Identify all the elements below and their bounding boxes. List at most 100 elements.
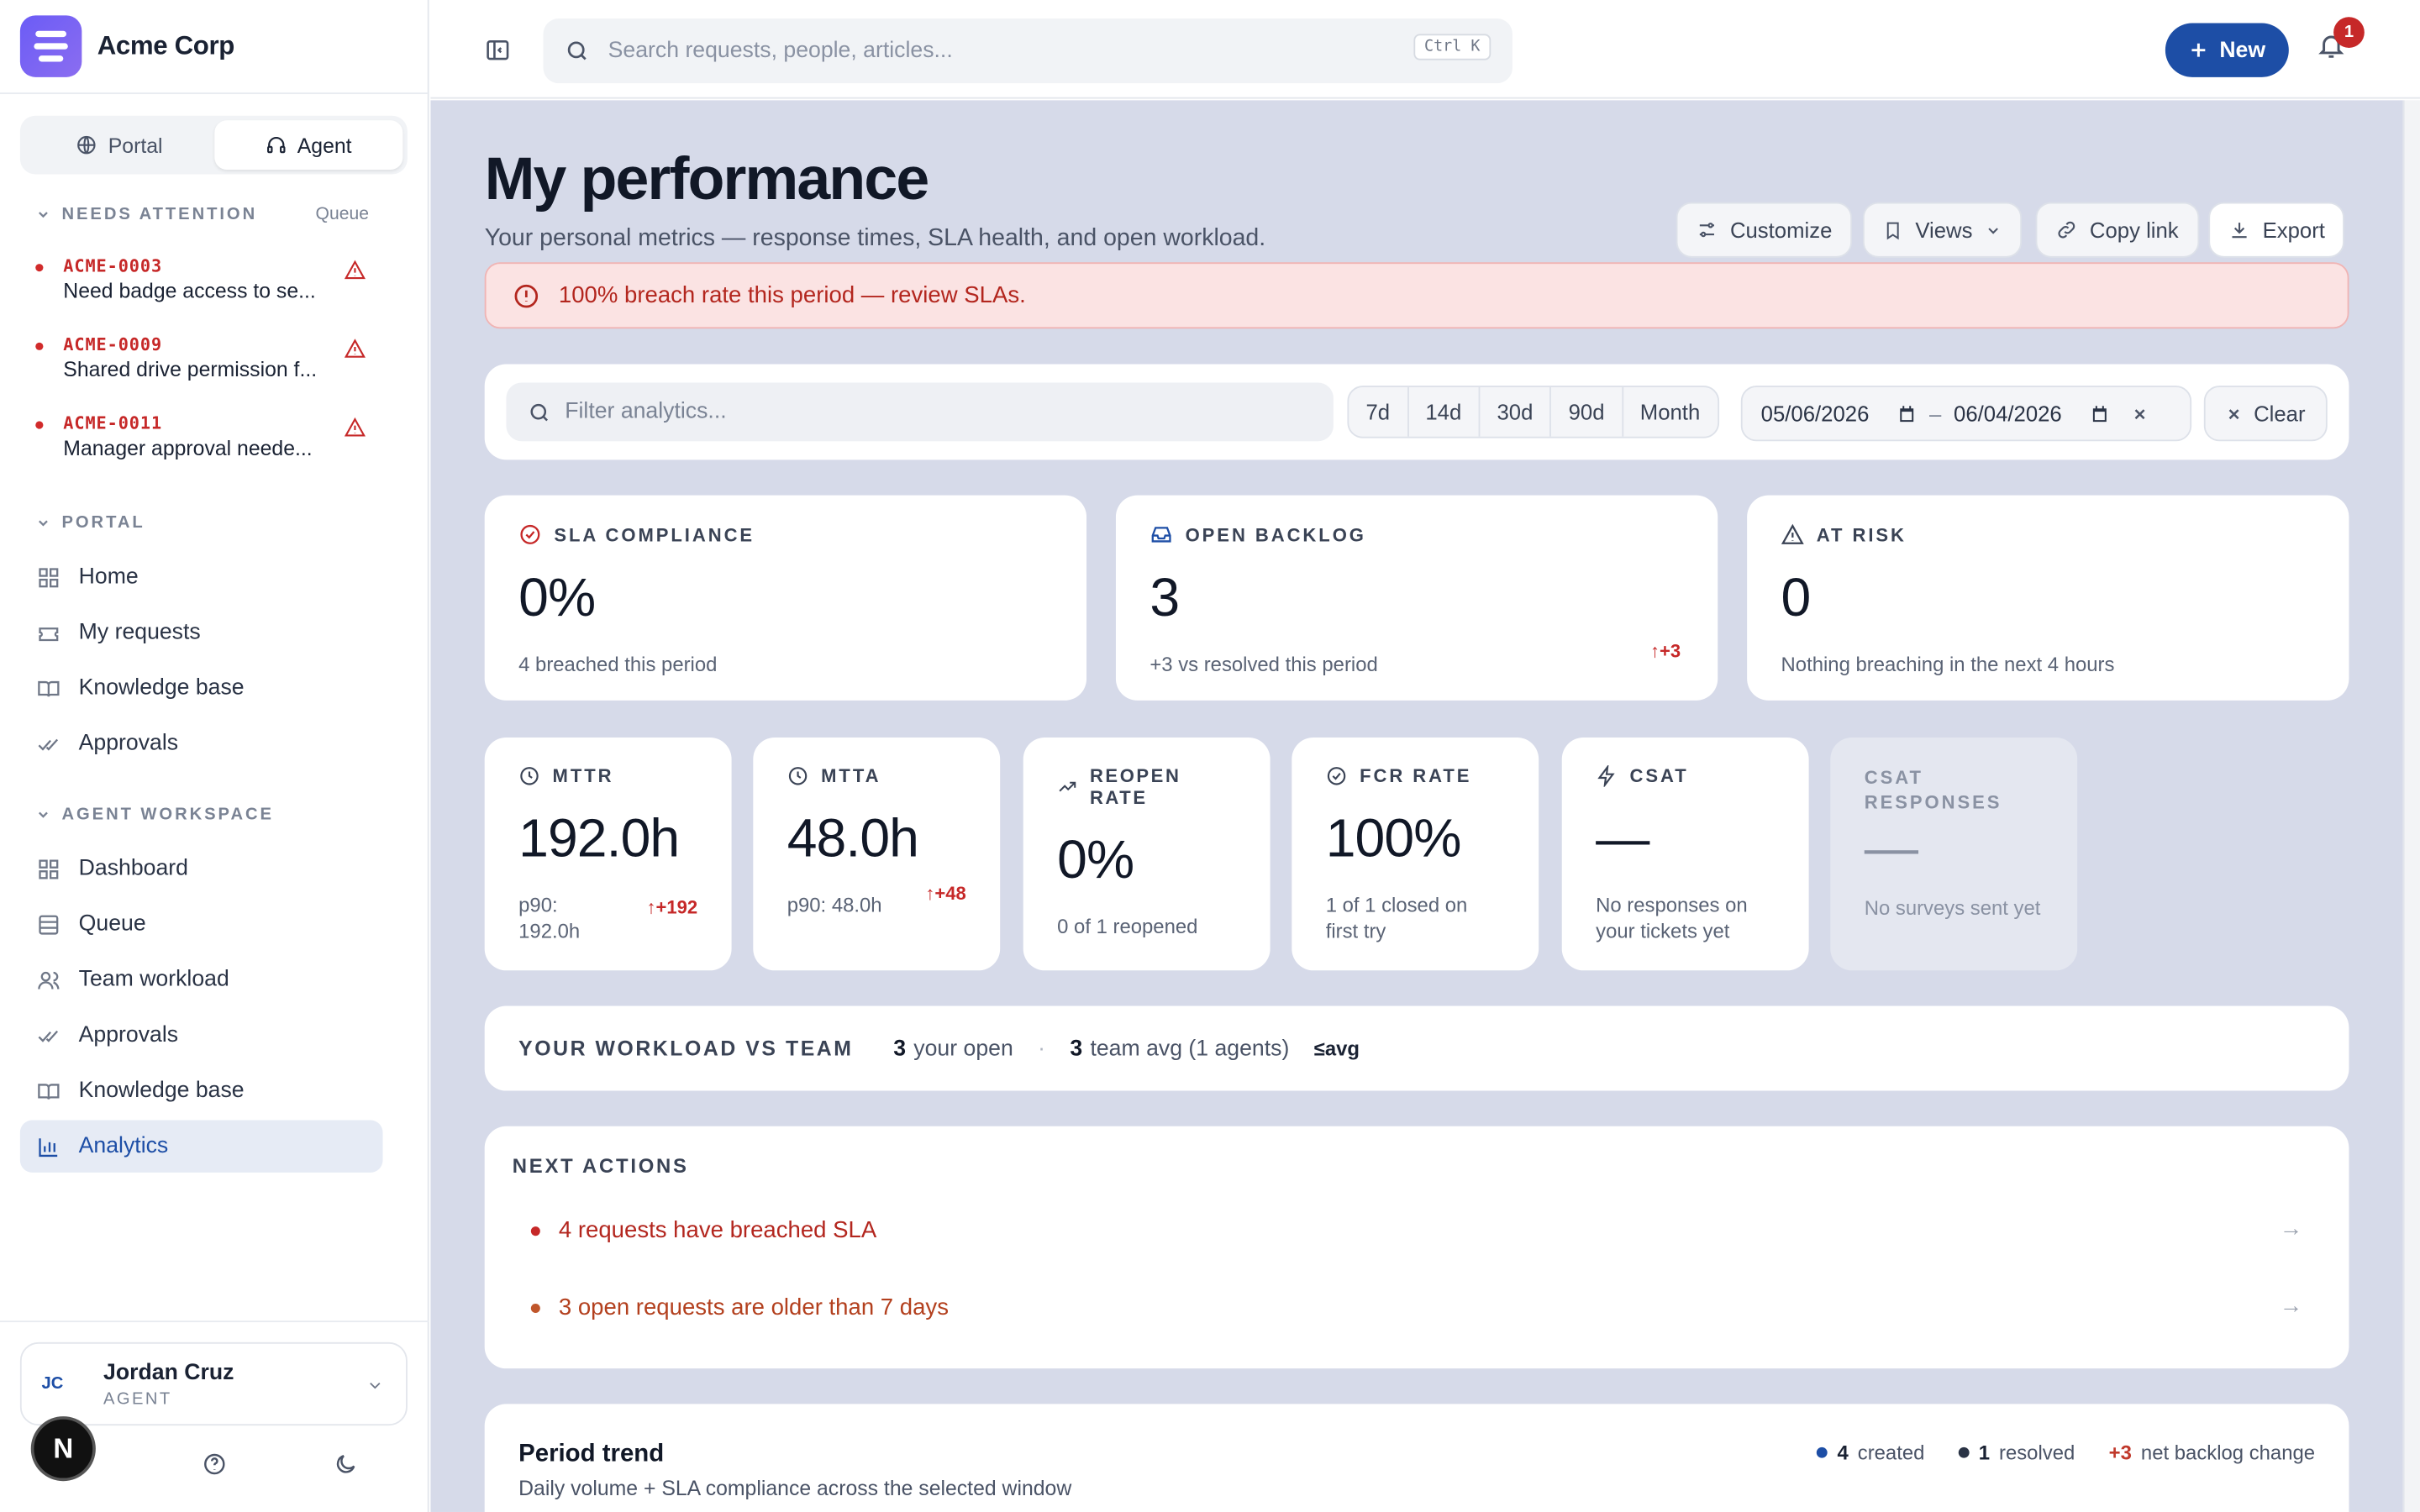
needs-attention-toggle[interactable]: NEEDS ATTENTION [35, 205, 257, 223]
attention-item[interactable]: ACME-0003 Need badge access to se... [35, 256, 375, 302]
kpi-subtext: 4 breached this period [518, 652, 718, 676]
nav-agent-approvals[interactable]: Approvals [20, 1009, 383, 1061]
bullet-dot [530, 1226, 540, 1236]
next-action-item[interactable]: 3 open requests are older than 7 days → [485, 1278, 2349, 1339]
kpi-card-reopen-rate[interactable]: REOPEN RATE 0% 0 of 1 reopened [1023, 737, 1270, 971]
legend-label: net backlog change [2140, 1441, 2316, 1465]
nav-agent-team-workload[interactable]: Team workload [20, 953, 383, 1005]
nav-label: Home [78, 564, 139, 590]
check-circle-icon [1327, 767, 1346, 785]
double-check-icon [38, 738, 59, 750]
nav-portal-my-requests[interactable]: My requests [20, 606, 383, 659]
period-trend-card: Period trend Daily volume + SLA complian… [484, 1404, 2349, 1512]
kpi-label-text: CSAT RESPONSES [1864, 766, 2002, 813]
global-search-input[interactable]: Search requests, people, articles... Ctr… [543, 18, 1512, 84]
kpi-value: 48.0h [786, 808, 919, 869]
team-avg-label: team avg (1 agents) [1090, 1036, 1290, 1061]
trend-title: Period trend [518, 1441, 665, 1467]
nav-agent-dashboard[interactable]: Dashboard [20, 843, 383, 895]
kpi-value: 100% [1325, 808, 1462, 869]
views-dropdown[interactable]: Views [1862, 202, 2023, 258]
nav-label: My requests [78, 620, 201, 645]
kpi-label: MTTA [787, 765, 966, 787]
filter-analytics-input[interactable]: Filter analytics... [506, 382, 1334, 442]
nav-portal-home[interactable]: Home [20, 551, 383, 603]
chevron-down-icon [39, 811, 48, 818]
headset-icon [266, 137, 285, 154]
nav-label: Dashboard [78, 856, 188, 881]
user-name: Jordan Cruz [103, 1360, 234, 1385]
kpi-card-csat[interactable]: CSAT — No responses on your tickets yet [1561, 737, 1809, 971]
clear-filters-button[interactable]: Clear [2203, 386, 2328, 442]
filter-bar: Filter analytics... 7d 14d 30d 90d Month… [484, 364, 2349, 460]
moon-icon[interactable] [334, 1452, 358, 1476]
nav-portal-knowledge-base[interactable]: Knowledge base [20, 662, 383, 714]
alert-circle-icon [514, 283, 539, 307]
next-action-text: 3 open requests are older than 7 days [558, 1294, 949, 1321]
portal-section-toggle[interactable]: PORTAL [35, 514, 145, 533]
kpi-subtext: 0 of 1 reopened [1057, 915, 1198, 938]
queue-link[interactable]: Queue [315, 205, 369, 224]
attention-item[interactable]: ACME-0011 Manager approval neede... [35, 413, 375, 459]
scrollbar[interactable] [2402, 100, 2420, 1512]
bar-chart-icon [39, 1137, 58, 1157]
calendar-icon[interactable] [2090, 403, 2110, 423]
team-avg-value: 3 [1070, 1036, 1083, 1061]
kpi-value: 0 [1781, 567, 1812, 628]
views-label: Views [1915, 217, 1973, 243]
brand[interactable]: Acme Corp [0, 0, 428, 95]
range-90d-button[interactable]: 90d [1551, 387, 1623, 437]
mode-portal-button[interactable]: Portal [24, 120, 213, 170]
nav-label: Queue [78, 911, 146, 937]
mode-agent-label: Agent [297, 133, 352, 157]
next-action-item[interactable]: 4 requests have breached SLA → [485, 1200, 2349, 1262]
kpi-card-at-risk[interactable]: AT RISK 0 Nothing breaching in the next … [1747, 495, 2349, 701]
range-month-button[interactable]: Month [1639, 399, 1701, 425]
ticket-id: ACME-0003 [63, 255, 163, 276]
chevron-down-icon [39, 212, 48, 218]
kpi-card-mtta[interactable]: MTTA 48.0h p90: 48.0h ↑+48 [753, 737, 1001, 971]
kpi-label-text: OPEN BACKLOG [1185, 523, 1366, 546]
mode-switch: Portal Agent [19, 115, 408, 175]
kpi-card-sla-compliance[interactable]: SLA COMPLIANCE 0% 4 breached this period [484, 495, 1087, 701]
kpi-card-fcr-rate[interactable]: FCR RATE 100% 1 of 1 closed on first try [1292, 737, 1539, 971]
list-icon [39, 914, 59, 934]
kpi-card-csat-responses[interactable]: CSAT RESPONSES — No surveys sent yet [1830, 737, 2078, 971]
close-icon [2229, 408, 2240, 419]
n-avatar-badge[interactable]: N [30, 1416, 96, 1482]
status-dot [35, 342, 44, 350]
kpi-label: SLA COMPLIANCE [518, 523, 1052, 547]
kpi-value: — [1864, 817, 1918, 879]
copy-link-button[interactable]: Copy link [2035, 202, 2199, 258]
new-button[interactable]: New [2165, 23, 2289, 77]
double-check-icon [38, 1029, 59, 1042]
mode-agent-button[interactable]: Agent [213, 120, 403, 171]
agent-section-toggle[interactable]: AGENT WORKSPACE [35, 806, 274, 824]
user-menu[interactable]: JC Jordan Cruz AGENT [19, 1341, 408, 1426]
customize-button[interactable]: Customize [1676, 202, 1853, 258]
range-30d-button[interactable]: 30d [1480, 387, 1552, 437]
attention-item[interactable]: ACME-0009 Shared drive permission f... [35, 335, 375, 381]
nav-agent-analytics[interactable]: Analytics [19, 1120, 383, 1173]
range-14d-button[interactable]: 14d [1408, 387, 1481, 437]
alert-text: 100% breach rate this period — review SL… [558, 282, 1026, 309]
export-button[interactable]: Export [2208, 202, 2345, 258]
range-7d-button[interactable]: 7d [1349, 387, 1409, 437]
kpi-label-text: AT RISK [1816, 523, 1907, 546]
nav-label: Analytics [78, 1133, 169, 1159]
sidebar-toggle-icon[interactable] [485, 37, 511, 63]
kpi-card-mttr[interactable]: MTTR 192.0h p90: 192.0h ↑+192 [484, 737, 732, 971]
calendar-icon[interactable] [1897, 403, 1917, 423]
date-from-input[interactable]: 05/06/2026 [1760, 401, 1870, 426]
help-icon[interactable] [203, 1452, 227, 1476]
kpi-card-open-backlog[interactable]: OPEN BACKLOG 3 +3 vs resolved this perio… [1115, 495, 1718, 701]
nav-agent-knowledge-base[interactable]: Knowledge base [20, 1064, 383, 1116]
kpi-subtext: No surveys sent yet [1864, 896, 2041, 920]
nav-label: Approvals [78, 1022, 179, 1048]
nav-agent-queue[interactable]: Queue [20, 898, 383, 950]
nav-portal-approvals[interactable]: Approvals [20, 717, 383, 769]
date-to-input[interactable]: 06/04/2026 [1954, 401, 2062, 426]
close-icon[interactable] [2131, 405, 2148, 422]
workload-vs-team: YOUR WORKLOAD VS TEAM 3 your open · 3 te… [484, 1005, 2349, 1091]
search-icon [530, 402, 549, 421]
